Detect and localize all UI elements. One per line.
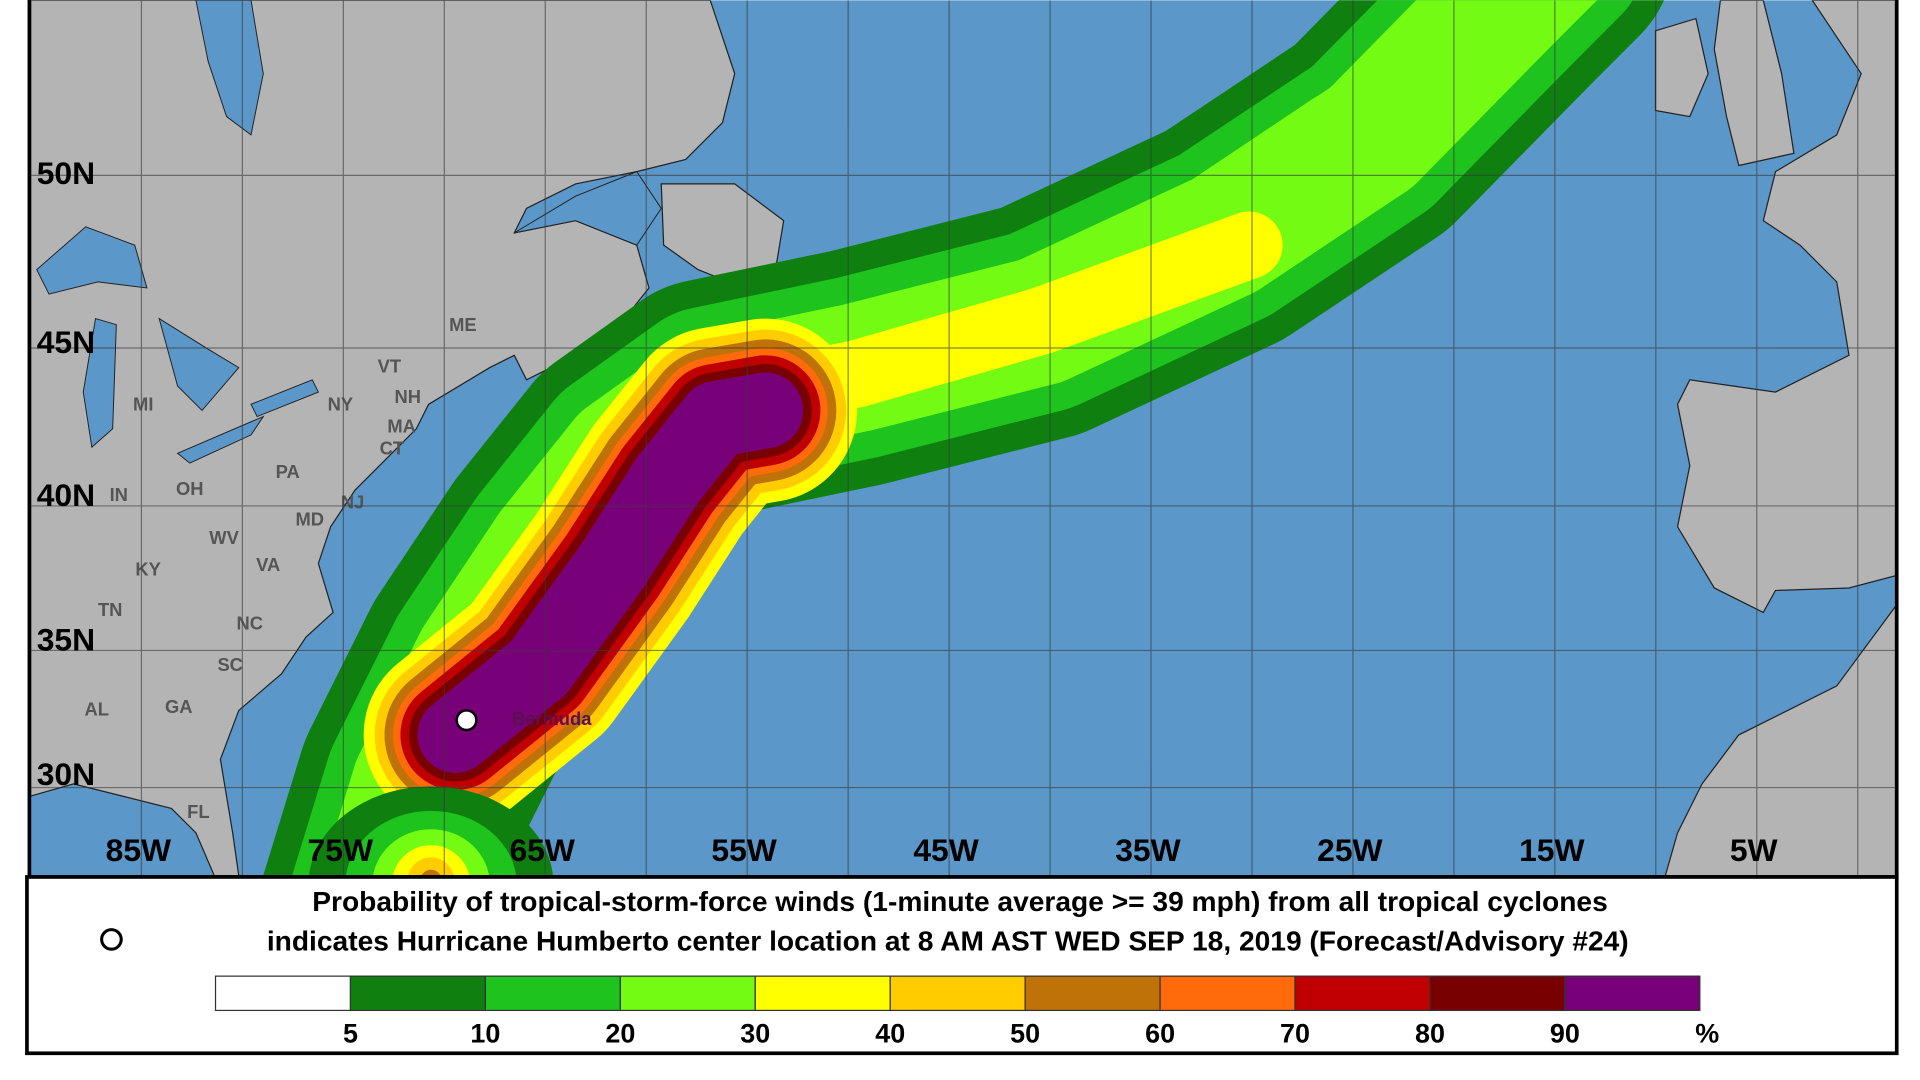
legend-label: 40 — [875, 1018, 905, 1048]
secondary-system-band-5 — [421, 869, 441, 876]
state-label: NJ — [341, 491, 364, 512]
legend-swatch — [619, 975, 756, 1012]
legend-label: 5 — [343, 1018, 358, 1048]
state-label: OH — [176, 478, 204, 499]
caption-line-1: Probability of tropical-storm-force wind… — [312, 886, 1608, 917]
longitude-label: 75W — [308, 832, 374, 868]
legend-label: 90 — [1550, 1018, 1580, 1048]
open-circle-icon — [455, 709, 478, 732]
legend-swatch — [1564, 975, 1701, 1012]
latitude-label: 35N — [37, 621, 95, 657]
longitude-label: 65W — [509, 832, 575, 868]
longitude-label: 45W — [913, 832, 979, 868]
longitude-labels: 85W 75W 65W 55W 45W 35W 25W 15W 5W — [106, 832, 1779, 868]
state-label: TN — [98, 599, 122, 620]
legend-label: 30 — [740, 1018, 770, 1048]
legend-label: 70 — [1280, 1018, 1310, 1048]
africa — [1664, 605, 1896, 876]
state-label: MA — [387, 415, 416, 436]
legend-swatch — [1024, 975, 1161, 1012]
state-label: KY — [135, 559, 161, 580]
legend-label: 20 — [605, 1018, 635, 1048]
legend-swatch — [349, 975, 487, 1012]
caption-box — [25, 875, 1899, 1056]
state-label: MI — [133, 393, 153, 414]
lake-superior — [36, 226, 148, 295]
europe — [1676, 0, 1896, 614]
legend-label: 80 — [1415, 1018, 1445, 1048]
legend-swatch — [754, 975, 891, 1012]
state-label: NH — [394, 386, 421, 407]
probability-legend: 5 10 20 30 40 50 60 70 80 90% — [214, 975, 1719, 1048]
state-label: NY — [328, 393, 354, 414]
longitude-label: 35W — [1115, 832, 1181, 868]
caption-line-2: indicates Hurricane Humberto center loca… — [267, 925, 1629, 956]
state-label: SC — [217, 654, 243, 675]
legend-swatch — [889, 975, 1026, 1012]
bermuda-label: Bermuda — [512, 708, 592, 729]
longitude-label: 15W — [1519, 832, 1585, 868]
secondary-system-band-4 — [407, 857, 455, 876]
legend-label: 10 — [470, 1018, 500, 1048]
state-label: MD — [296, 509, 325, 530]
lake-huron — [158, 317, 240, 412]
state-label: VA — [256, 554, 280, 575]
hudson-bay — [195, 0, 264, 136]
longitude-label: 5W — [1730, 832, 1779, 868]
legend-label: 60 — [1145, 1018, 1175, 1048]
lakes — [36, 0, 662, 464]
land — [30, 0, 1896, 876]
state-label: AL — [84, 698, 108, 719]
state-label: WV — [209, 527, 239, 548]
latitude-label: 50N — [37, 155, 95, 191]
lake-ontario — [250, 379, 320, 418]
state-label: FL — [187, 801, 209, 822]
legend-label: 50 — [1010, 1018, 1040, 1048]
longitude-label: 85W — [106, 832, 172, 868]
lat-lon-grid — [30, 0, 1896, 876]
legend-swatch — [1429, 975, 1566, 1012]
state-label: IN — [110, 484, 128, 505]
legend-swatch — [1159, 975, 1296, 1012]
state-label: ME — [449, 314, 477, 335]
legend-swatch — [484, 975, 621, 1012]
core-band-80 — [417, 372, 804, 773]
latitude-label: 30N — [37, 756, 95, 792]
north-america — [30, 0, 736, 876]
great-britain — [1713, 0, 1795, 167]
longitude-label: 25W — [1317, 832, 1383, 868]
longitude-label: 55W — [711, 832, 777, 868]
state-label: CT — [380, 438, 405, 459]
legend-swatch — [214, 975, 352, 1012]
lake-michigan — [82, 317, 117, 449]
latitude-label: 40N — [37, 477, 95, 513]
state-label: PA — [276, 461, 300, 482]
latitude-labels: 50N 45N 40N 35N 30N — [37, 155, 95, 792]
state-label: NC — [237, 613, 264, 634]
probability-contours — [263, 0, 1663, 876]
gulf-st-lawrence — [514, 171, 662, 246]
state-label: GA — [165, 696, 193, 717]
latitude-label: 45N — [37, 324, 95, 360]
open-circle-icon — [100, 928, 123, 951]
legend-swatch — [1294, 975, 1431, 1012]
legend-label: % — [1695, 1018, 1719, 1048]
state-label: VT — [378, 355, 402, 376]
